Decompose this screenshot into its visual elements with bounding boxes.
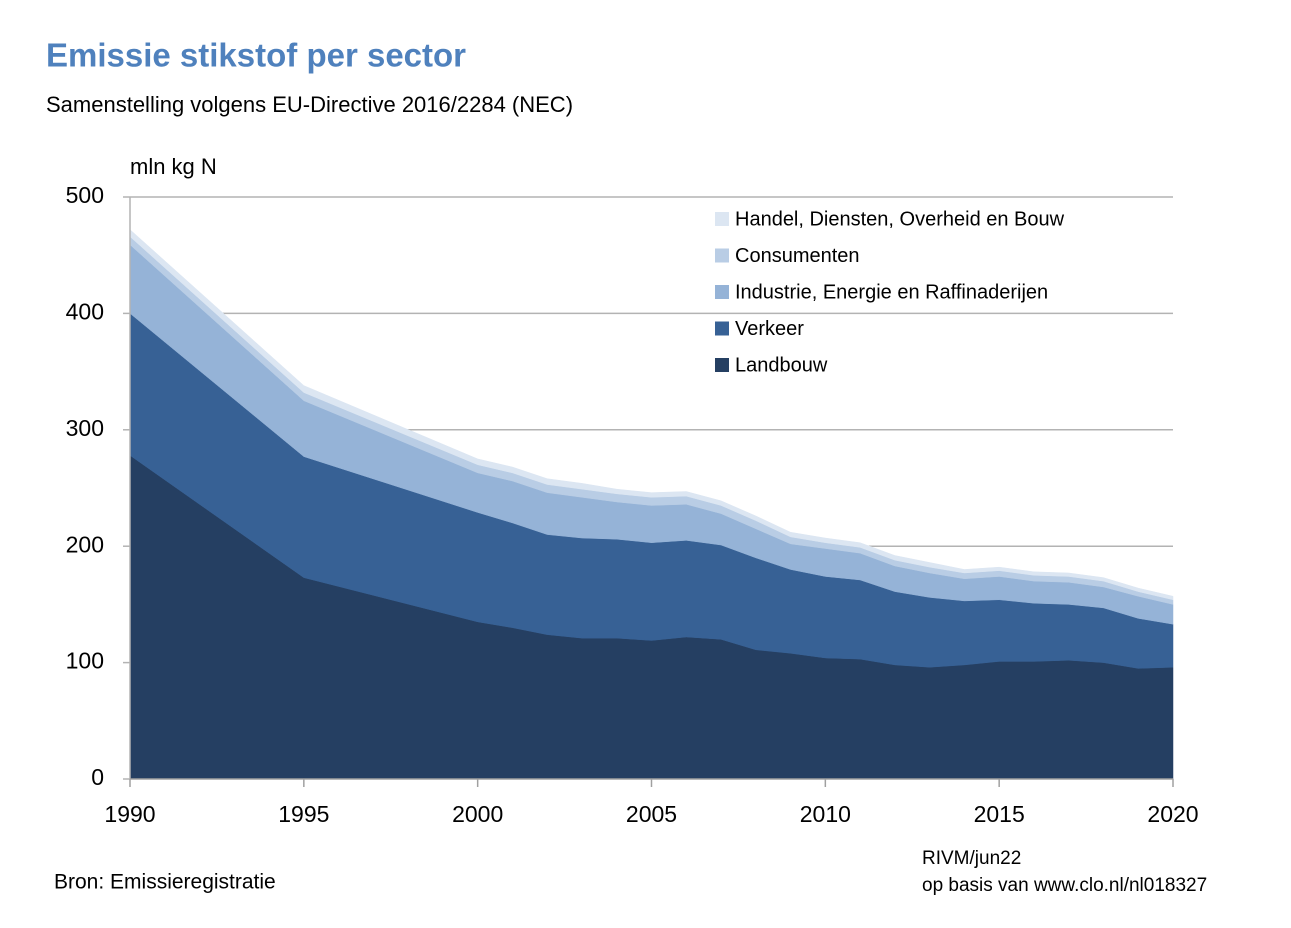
y-axis-label: mln kg N [130,154,217,179]
y-tick-label: 300 [66,415,104,441]
note: RIVM/jun22 [922,848,1021,869]
x-tick-label: 2010 [800,801,851,827]
legend-swatch [715,358,729,372]
x-tick-label: 2000 [452,801,503,827]
x-tick-label: 2015 [974,801,1025,827]
y-tick-label: 200 [66,531,104,557]
legend-label: Landbouw [735,354,828,376]
x-tick-label: 2005 [626,801,677,827]
x-tick-label: 2020 [1147,801,1198,827]
chart-title: Emissie stikstof per sector [46,37,466,74]
legend-label: Industrie, Energie en Raffinaderijen [735,281,1048,303]
legend-label: Consumenten [735,245,860,267]
legend-swatch [715,321,729,336]
x-tick-label: 1990 [104,801,155,827]
legend-swatch [715,248,729,263]
y-tick-label: 0 [91,764,104,790]
legend-label: Handel, Diensten, Overheid en Bouw [735,208,1065,230]
y-tick-label: 500 [66,182,104,208]
legend-swatch [715,285,729,299]
legend-label: Verkeer [735,318,804,340]
y-tick-label: 400 [66,298,104,324]
source: Bron: Emissieregistratie [54,871,276,894]
area [129,229,1174,601]
x-tick-label: 1995 [278,801,329,827]
legend-swatch [715,212,729,226]
chart-subtitle: Samenstelling volgens EU-Directive 2016/… [46,92,573,117]
note: op basis van www.clo.nl/nl018327 [922,875,1207,896]
y-tick-label: 100 [66,648,104,674]
